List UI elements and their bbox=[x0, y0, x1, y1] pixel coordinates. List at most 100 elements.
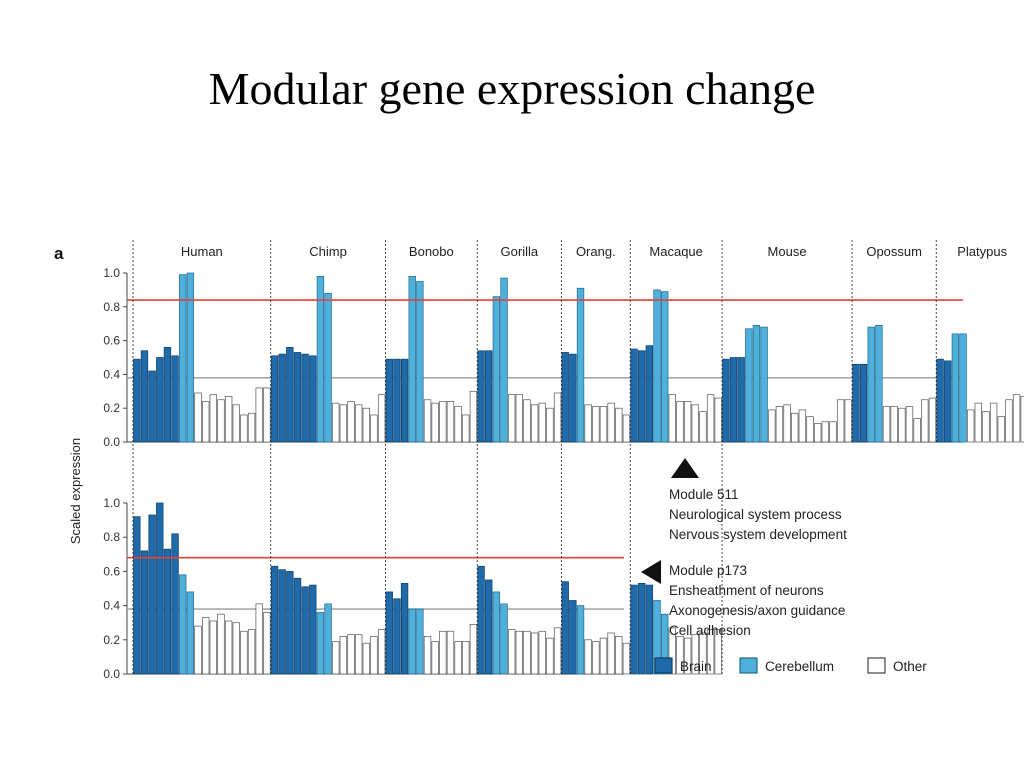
brain-bar bbox=[309, 355, 317, 443]
other-bar bbox=[813, 423, 822, 443]
other-bar bbox=[882, 406, 891, 443]
other-bar bbox=[921, 399, 929, 443]
brain-bar bbox=[301, 586, 309, 675]
brain-bar bbox=[163, 347, 172, 443]
brain-bar bbox=[477, 565, 485, 675]
other-bar bbox=[553, 627, 562, 675]
other-bar bbox=[454, 641, 462, 675]
other-bar bbox=[232, 404, 240, 443]
y-axis-label: Scaled expression bbox=[68, 438, 83, 544]
y-tick-label: 0.4 bbox=[103, 599, 120, 613]
module-p173-title: Module p173 bbox=[669, 563, 747, 578]
module-p173-term: Cell adhesion bbox=[669, 623, 751, 638]
other-bar bbox=[431, 641, 439, 675]
other-bar bbox=[217, 399, 225, 443]
other-bar bbox=[508, 629, 516, 675]
y-tick-label: 0.2 bbox=[103, 633, 120, 647]
brain-bar bbox=[385, 591, 393, 675]
cerebellum-bar bbox=[492, 296, 501, 443]
brain-bar bbox=[569, 600, 577, 675]
brain-bar bbox=[722, 358, 730, 443]
other-bar bbox=[439, 630, 447, 675]
cerebellum-bar bbox=[408, 608, 416, 675]
legend-label-cerebellum: Cerebellum bbox=[765, 659, 834, 674]
y-tick-label: 0.0 bbox=[103, 435, 120, 449]
other-bar bbox=[332, 641, 340, 675]
other-bar bbox=[966, 409, 975, 443]
other-bar bbox=[615, 636, 623, 675]
brain-bar bbox=[148, 370, 156, 443]
brain-bar bbox=[400, 583, 409, 675]
brain-bar bbox=[477, 350, 485, 443]
module-p173-term: Ensheathment of neurons bbox=[669, 583, 824, 598]
bottom-panel: 0.0 0.2 0.4 0.6 0.8 1.0 bbox=[103, 496, 722, 681]
cerebellum-bar bbox=[875, 325, 883, 443]
brain-bar bbox=[638, 350, 646, 443]
left-triangle-icon bbox=[641, 560, 661, 584]
y-tick-label: 0.2 bbox=[103, 401, 120, 415]
other-bar bbox=[362, 407, 371, 443]
other-bar bbox=[928, 397, 937, 443]
other-bar bbox=[209, 394, 218, 443]
cerebellum-bar bbox=[316, 276, 325, 443]
brain-bar bbox=[645, 584, 654, 675]
legend-swatch-other bbox=[867, 657, 886, 674]
cerebellum-bar bbox=[324, 603, 332, 675]
other-bar bbox=[836, 399, 845, 443]
other-bar bbox=[806, 416, 814, 443]
up-triangle-icon bbox=[671, 458, 699, 478]
cerebellum-bar bbox=[186, 272, 195, 443]
other-bar bbox=[469, 390, 478, 443]
cerebellum-bar bbox=[867, 326, 875, 443]
other-bar bbox=[530, 404, 539, 443]
other-bar bbox=[423, 399, 432, 443]
cerebellum-bar bbox=[416, 281, 424, 443]
legend-label-brain: Brain bbox=[680, 659, 712, 674]
other-bar bbox=[232, 622, 240, 675]
other-bar bbox=[508, 394, 516, 443]
module-511-title: Module 511 bbox=[669, 487, 739, 502]
other-bar bbox=[676, 636, 684, 675]
other-bar bbox=[668, 394, 677, 443]
other-bar bbox=[538, 630, 546, 675]
brain-bar bbox=[133, 358, 141, 443]
brain-bar bbox=[301, 353, 309, 443]
legend-swatch-cerebellum bbox=[739, 657, 758, 674]
cerebellum-bar bbox=[660, 291, 669, 443]
brain-bar bbox=[852, 363, 860, 443]
other-bar bbox=[370, 414, 378, 443]
other-bar bbox=[982, 411, 990, 443]
brain-bar bbox=[859, 363, 868, 443]
other-bar bbox=[989, 402, 998, 443]
other-bar bbox=[676, 401, 684, 443]
other-bar bbox=[462, 414, 470, 443]
cerebellum-bar bbox=[653, 289, 661, 443]
species-label: Platypus bbox=[957, 244, 1007, 259]
brain-bar bbox=[385, 358, 393, 443]
other-bar bbox=[622, 642, 631, 675]
y-tick-label: 0.6 bbox=[103, 564, 120, 578]
y-tick-label: 0.6 bbox=[103, 334, 120, 348]
cerebellum-bar bbox=[408, 276, 416, 443]
brain-bar bbox=[286, 571, 294, 675]
other-bar bbox=[783, 404, 791, 443]
other-bar bbox=[362, 642, 371, 675]
other-bar bbox=[622, 414, 631, 443]
cerebellum-bar bbox=[745, 328, 753, 443]
cerebellum-bar bbox=[416, 608, 424, 675]
other-bar bbox=[599, 406, 608, 443]
other-bar bbox=[355, 634, 363, 675]
y-tick-label: 0.8 bbox=[103, 530, 120, 544]
cerebellum-bar bbox=[951, 333, 960, 443]
module-p173-term: Axonogenesis/axon guidance bbox=[669, 603, 845, 618]
other-bar bbox=[584, 404, 592, 443]
species-label: Macaque bbox=[649, 244, 702, 259]
species-label: Mouse bbox=[768, 244, 807, 259]
other-bar bbox=[714, 397, 722, 443]
other-bar bbox=[1005, 399, 1013, 443]
cerebellum-bar bbox=[316, 612, 325, 675]
other-bar bbox=[530, 632, 539, 675]
other-bar bbox=[706, 394, 715, 443]
brain-bar bbox=[286, 347, 294, 443]
cerebellum-bar bbox=[653, 600, 661, 675]
